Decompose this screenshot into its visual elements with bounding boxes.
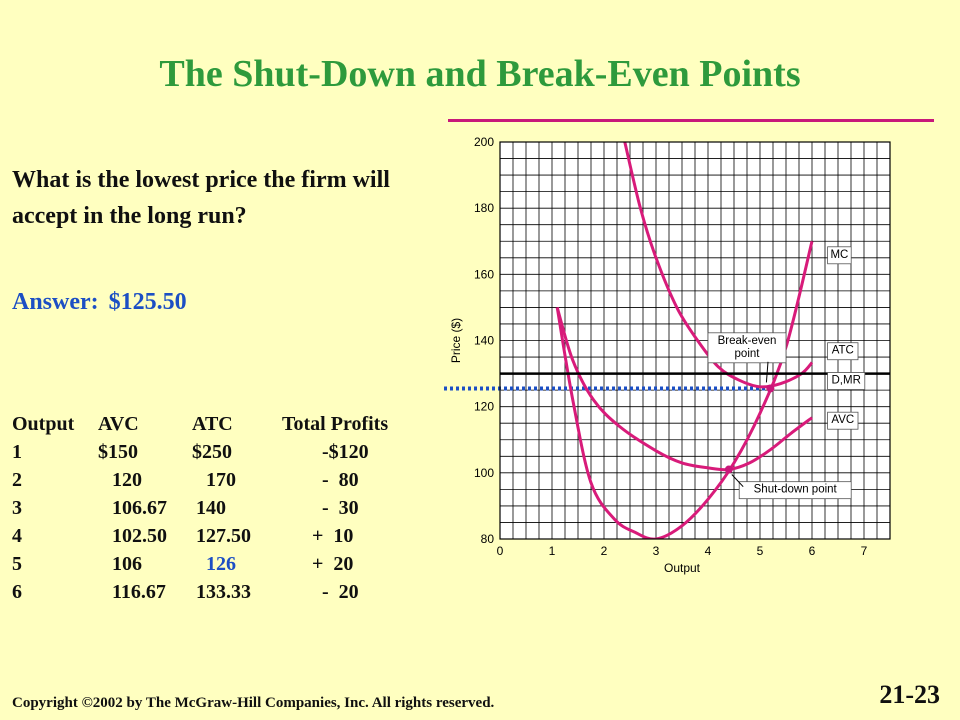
cell-atc: 127.50 [196,524,251,547]
x-tick-label: 2 [601,544,608,558]
table-row: 6 116.67 133.33 - 20 [12,578,422,606]
plot-border [499,141,891,540]
annotation-label: D,MR [832,375,861,387]
cell-output: 6 [12,580,22,603]
cell-output: 1 [12,440,22,463]
annotation-box [827,246,852,265]
annotation-label: AVC [831,414,854,426]
table-row: 3 106.67 140 - 30 [12,494,422,522]
cell-output: 3 [12,496,22,519]
cell-avc: 116.67 [112,580,166,603]
header-output: Output [12,412,75,435]
answer-line: Answer: $125.50 [12,289,197,316]
cell-avc: $150 [98,440,138,463]
copyright-notice: Copyright ©2002 by The McGraw-Hill Compa… [12,695,495,711]
answer-value: $125.50 [108,289,187,315]
y-tick-label: 160 [474,267,494,281]
cell-atc: 170 [206,468,236,491]
cell-avc: 106.67 [112,496,167,519]
annotation-label: point [735,348,761,360]
answer-label: Answer: [12,289,99,315]
cell-avc: 106 [112,552,142,575]
annotation-label: Shut-down point [754,484,838,496]
marked-point [766,384,775,393]
marked-point [724,465,733,474]
break-even-arrow [765,361,769,383]
y-tick-label: 100 [474,466,494,480]
header-avc: AVC [98,412,139,435]
annotation-box [827,411,859,430]
cell-profit: - 20 [322,580,359,603]
annotation-label: MC [830,249,848,261]
avc-curve [555,306,813,472]
y-axis-label: Price ($) [449,318,463,363]
cost-table: Output AVC ATC Total Profits 1 $150 $250… [12,410,422,606]
y-tick-label: 120 [474,400,494,414]
question-text: What is the lowest price the firm will a… [12,167,390,229]
table-row: 1 $150 $250 -$120 [12,438,422,466]
cell-avc: 102.50 [112,524,167,547]
x-tick-label: 3 [653,544,660,558]
cell-atc: 133.33 [196,580,251,603]
cell-profit: -$120 [322,440,369,463]
cell-output: 5 [12,552,22,575]
annotation-label: Break-even [718,335,777,347]
slide-number: 21-23 [879,680,940,709]
table-row: 2 120 170 - 80 [12,466,422,494]
cell-avc: 120 [112,468,142,491]
annotation-box [827,342,859,361]
annotation-box [707,332,787,364]
x-axis-label: Output [664,561,701,575]
table-row: 5 106 126 + 20 [12,550,422,578]
slide-title: The Shut-Down and Break-Even Points [159,53,801,95]
header-atc: ATC [192,412,233,435]
annotation-label: ATC [832,345,854,357]
cell-atc: 140 [196,496,226,519]
cell-profit: - 80 [322,468,359,491]
cell-output: 2 [12,468,22,491]
title-rule [448,119,934,122]
y-tick-label: 180 [474,201,494,215]
table-header-row: Output AVC ATC Total Profits [12,410,422,438]
cost-curves-chart: 0 1 2 3 4 5 6 7 80 100 120 140 160 180 200 Output Price … [444,135,891,575]
x-tick-label: 5 [757,544,764,558]
cell-profit: + 20 [312,552,354,575]
cell-atc: $250 [192,440,232,463]
x-tick-label: 0 [497,544,504,558]
table-row: 4 102.50 127.50 + 10 [12,522,422,550]
y-tick-label: 140 [474,334,494,348]
x-tick-label: 1 [549,544,556,558]
cell-profit: - 30 [322,496,359,519]
x-tick-label: 7 [861,544,868,558]
atc-curve [623,142,814,389]
annotation-box [738,481,852,500]
x-tick-label: 4 [705,544,712,558]
cell-atc-highlight: 126 [206,552,236,575]
cell-profit: + 10 [312,524,354,547]
annotation-box [827,372,866,390]
header-total-profits: Total Profits [282,412,389,435]
cell-output: 4 [12,524,22,547]
x-tick-label: 6 [809,544,816,558]
shut-down-arrow [731,474,744,488]
y-tick-label: 200 [474,135,494,149]
y-tick-label: 80 [481,532,495,546]
